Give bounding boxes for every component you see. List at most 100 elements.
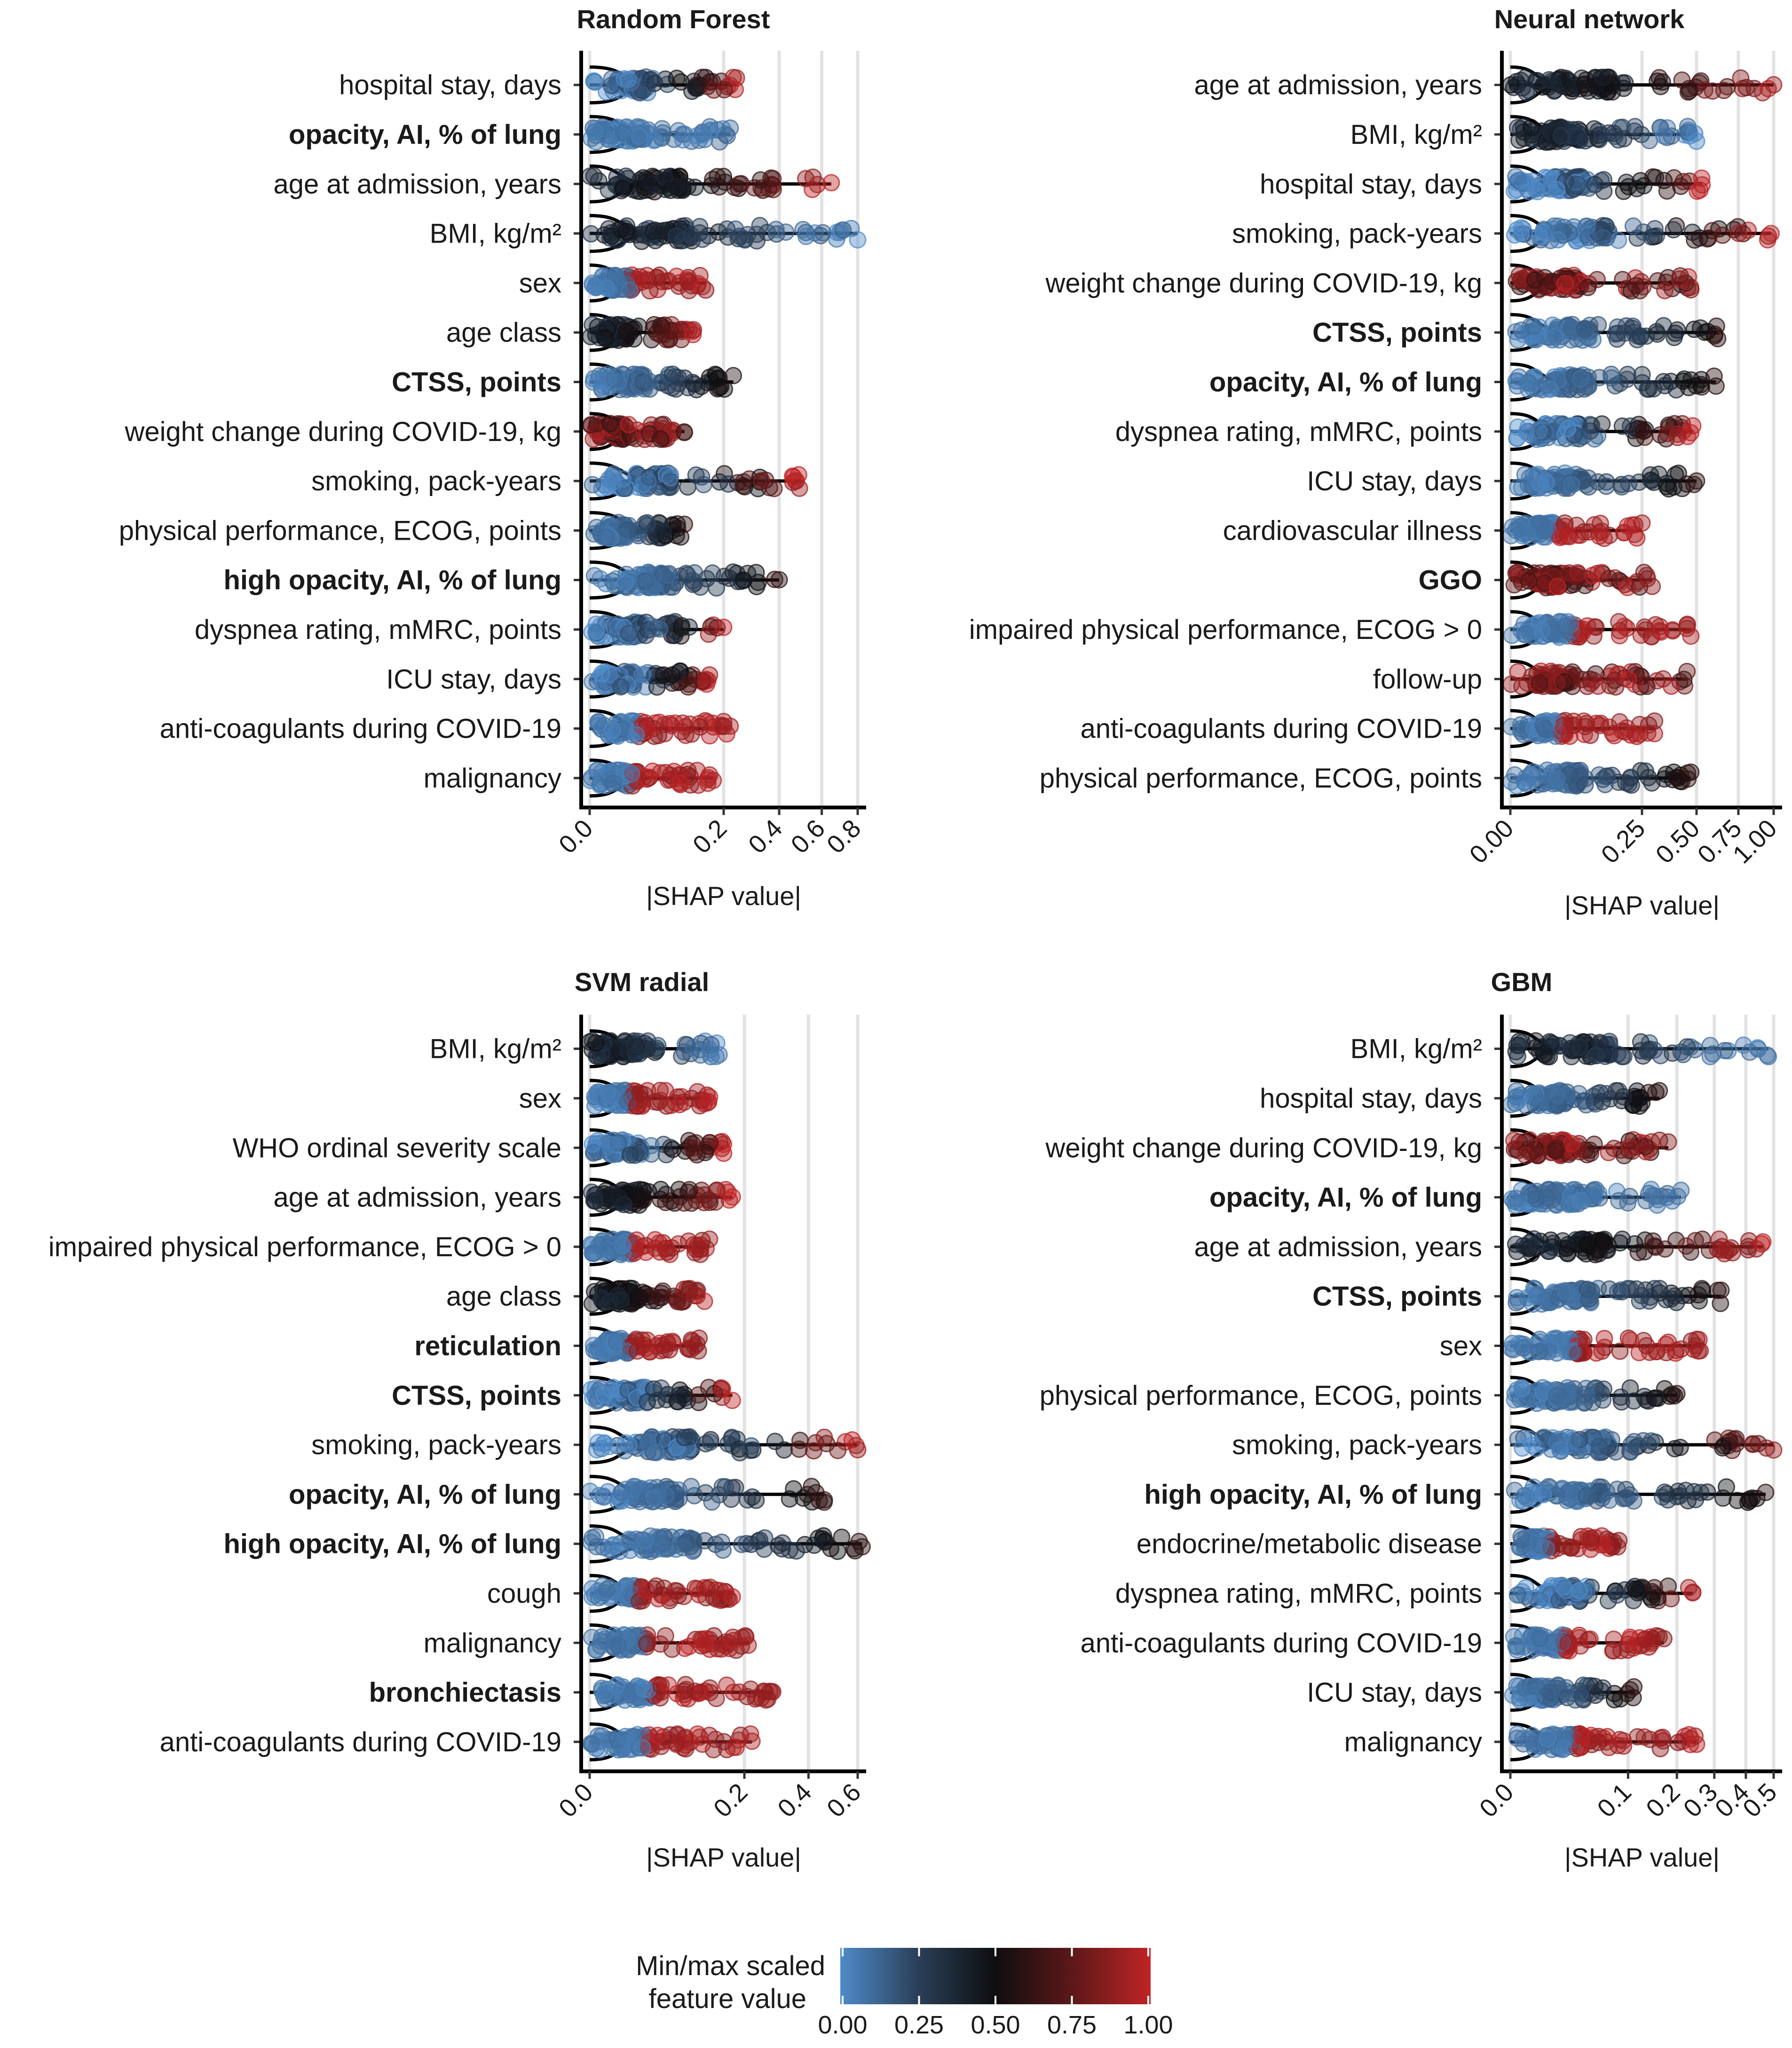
shap-point: [614, 1237, 632, 1254]
shap-point: [628, 1038, 646, 1056]
shap-point: [603, 721, 621, 739]
feature-row: weight change during COVID-19, kg: [1045, 263, 1700, 303]
feature-label: dyspnea rating, mMRC, points: [195, 614, 561, 645]
shap-point: [1563, 1134, 1581, 1152]
shap-point: [715, 618, 733, 636]
feature-label: impaired physical performance, ECOG > 0: [969, 614, 1482, 645]
shap-point: [1549, 231, 1567, 249]
shap-point: [1538, 519, 1555, 536]
feature-label: age at admission, years: [273, 169, 561, 199]
shap-point: [1644, 1232, 1662, 1250]
shap-point: [717, 1478, 734, 1496]
shap-point: [1508, 1082, 1525, 1100]
feature-row: anti-coagulants during COVID-19: [160, 1722, 761, 1762]
shap-point: [1556, 275, 1574, 292]
shap-point: [616, 574, 634, 591]
shap-point: [1551, 1037, 1569, 1055]
shap-point: [704, 772, 722, 789]
shap-point: [687, 79, 705, 97]
shap-point: [620, 624, 638, 642]
shap-point: [726, 179, 743, 197]
shap-point: [1547, 674, 1565, 692]
feature-row: opacity, AI, % of lung: [1209, 1178, 1690, 1217]
shap-point: [581, 772, 599, 789]
shap-point: [586, 123, 604, 141]
shap-point: [1622, 726, 1640, 744]
shap-point: [1760, 1048, 1777, 1065]
x-axis-title: |SHAP value|: [1564, 890, 1720, 920]
feature-label: ICU stay, days: [386, 664, 561, 694]
shap-point: [1682, 281, 1700, 299]
feature-label: age class: [446, 1281, 561, 1312]
shap-point: [584, 1244, 602, 1262]
shap-point: [1586, 618, 1604, 636]
shap-point: [690, 1329, 708, 1347]
shap-point: [1589, 473, 1607, 491]
feature-row: sex: [519, 263, 715, 303]
x-tick-label: 0.0: [553, 1778, 599, 1823]
shap-point: [1668, 769, 1685, 787]
shap-point: [1654, 670, 1672, 688]
shap-point: [1520, 572, 1538, 590]
shap-point: [1613, 1283, 1631, 1301]
shap-point: [805, 1536, 823, 1554]
shap-point: [1571, 527, 1589, 544]
feature-label: hospital stay, days: [339, 70, 561, 101]
shap-point: [686, 564, 703, 582]
shap-point: [667, 227, 685, 245]
shap-point: [660, 331, 678, 349]
feature-label: opacity, AI, % of lung: [289, 1479, 561, 1510]
shap-point: [1527, 1032, 1545, 1050]
shap-point: [770, 571, 788, 589]
shap-point: [641, 282, 659, 299]
shap-point: [697, 281, 715, 299]
shap-point: [1643, 577, 1661, 595]
shap-point: [633, 666, 651, 684]
shap-point: [719, 475, 737, 493]
shap-point: [1549, 578, 1566, 596]
feature-row: reticulation: [414, 1326, 708, 1365]
shap-point: [743, 1732, 761, 1750]
shap-point: [623, 765, 640, 782]
shap-point: [645, 620, 663, 638]
feature-row: age at admission, years: [273, 1178, 741, 1217]
shap-point: [1672, 1182, 1690, 1199]
shap-point: [1521, 767, 1539, 785]
shap-point: [1512, 219, 1530, 236]
feature-row: malignancy: [424, 1623, 757, 1662]
shap-point: [710, 1046, 728, 1063]
feature-row: CTSS, points: [1312, 1276, 1730, 1316]
shap-point: [674, 131, 692, 149]
shap-point: [1526, 271, 1544, 289]
shap-point: [1505, 1132, 1523, 1149]
shap-point: [604, 774, 622, 792]
shap-point: [805, 1442, 822, 1460]
feature-label: BMI, kg/m²: [430, 219, 561, 249]
shap-point: [631, 268, 649, 285]
feature-row: dyspnea rating, mMRC, points: [1115, 412, 1702, 451]
shap-point: [608, 1333, 625, 1351]
feature-row: impaired physical performance, ECOG > 0: [48, 1227, 718, 1267]
shap-point: [1566, 77, 1584, 94]
shap-point: [586, 73, 604, 91]
shap-point: [694, 230, 711, 248]
shap-point: [702, 121, 719, 139]
shap-point: [620, 416, 638, 433]
shap-point: [601, 415, 619, 433]
feature-label: smoking, pack-years: [311, 466, 561, 496]
shap-point: [693, 125, 711, 142]
shap-point: [1576, 776, 1594, 794]
x-tick-label: 0.25: [1596, 814, 1651, 869]
feature-row: dyspnea rating, mMRC, points: [195, 610, 733, 649]
shap-point: [1540, 71, 1558, 89]
shap-point: [767, 221, 785, 238]
shap-point: [1631, 1088, 1649, 1106]
shap-point: [674, 1387, 692, 1405]
shap-point: [1615, 79, 1633, 97]
shap-point: [1709, 330, 1727, 347]
feature-row: hospital stay, days: [1260, 1079, 1668, 1118]
feature-label: anti-coagulants during COVID-19: [160, 1727, 561, 1757]
